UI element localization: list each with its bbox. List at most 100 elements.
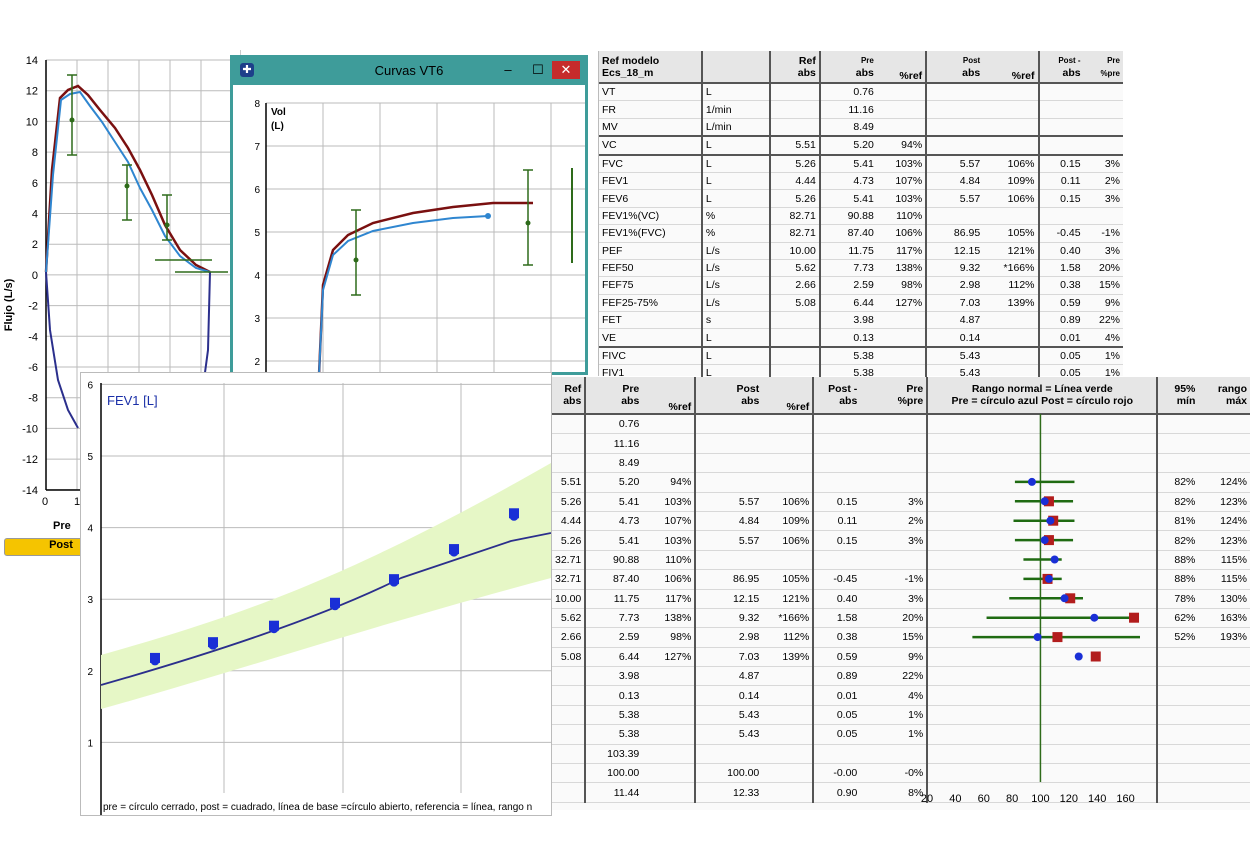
result-row[interactable]: 103.39 bbox=[552, 744, 1250, 765]
result-row[interactable]: 2.66 2.59 98% 2.98 112% 0.38 15% 52% 193% bbox=[552, 627, 1250, 648]
result-cell-max: 124% bbox=[1198, 511, 1250, 532]
parameter-cell-diff: 0.01 bbox=[1038, 328, 1084, 348]
parameter-cell-pre_pct: 117% bbox=[876, 242, 928, 260]
result-cell-diff: -0.00 bbox=[813, 763, 861, 784]
vt6-y-tick: 5 bbox=[254, 228, 260, 239]
parameter-row[interactable]: FVC L 5.26 5.41 103% 5.57 106% 0.15 3% bbox=[599, 154, 1123, 173]
parameter-cell-unit: % bbox=[701, 207, 771, 226]
b-pct-pre2-header: %pre bbox=[897, 395, 924, 407]
result-cell-post: 4.84 bbox=[695, 511, 763, 532]
parameter-cell-post: 7.03 bbox=[926, 294, 984, 313]
parameters-table-panel: Ref modelo Ecs_18_m Ref abs Pre abs %ref Po… bbox=[598, 51, 1123, 419]
result-cell-min: 88% bbox=[1157, 550, 1199, 571]
vt6-window: ✚ Curvas VT6 – ☐ ✕ 8 7 6 5 4 3 2 Vol (L) bbox=[230, 55, 588, 375]
result-row[interactable]: 100.00 100.00 -0.00 -0% bbox=[552, 763, 1250, 784]
result-cell-diff: 0.15 bbox=[813, 530, 861, 551]
result-row[interactable]: 8.49 bbox=[552, 453, 1250, 474]
parameter-cell-diff: 0.15 bbox=[1038, 154, 1084, 173]
parameter-cell-pct: 22% bbox=[1083, 311, 1123, 330]
result-row[interactable]: 4.44 4.73 107% 4.84 109% 0.11 2% 81% 124% bbox=[552, 511, 1250, 532]
vt6-title-bar[interactable]: ✚ Curvas VT6 – ☐ ✕ bbox=[230, 55, 588, 85]
result-cell-diff bbox=[813, 453, 861, 474]
parameter-row[interactable]: VE L 0.13 0.14 0.01 4% bbox=[599, 328, 1123, 348]
parameter-cell-post_pct bbox=[983, 100, 1040, 119]
result-row[interactable]: 5.51 5.20 94% 82% 124% bbox=[552, 472, 1250, 493]
result-cell-min: 81% bbox=[1157, 511, 1199, 532]
vt6-y-tick: 8 bbox=[254, 99, 260, 110]
parameter-cell-pct: 1% bbox=[1083, 346, 1123, 366]
parameter-row[interactable]: FIVC L 5.38 5.43 0.05 1% bbox=[599, 346, 1123, 366]
parameter-cell-ref: 10.00 bbox=[769, 242, 821, 260]
result-cell-max: 193% bbox=[1198, 627, 1250, 648]
parameter-cell-unit: L/s bbox=[701, 259, 771, 278]
parameter-cell-name: VE bbox=[599, 328, 703, 348]
parameter-row[interactable]: FEV1%(FVC)% 82.71 87.40 106% 86.95 105% -0.45-… bbox=[599, 224, 1123, 243]
parameter-cell-post: 0.14 bbox=[926, 328, 984, 348]
result-row[interactable]: 5.08 6.44 127% 7.03 139% 0.59 9% bbox=[552, 647, 1250, 668]
result-row[interactable]: 3.98 4.87 0.89 22% bbox=[552, 666, 1250, 687]
result-row[interactable]: 5.26 5.41 103% 5.57 106% 0.15 3% 82% 123% bbox=[552, 492, 1250, 512]
result-row[interactable]: 32.71 87.40 106% 86.95 105% -0.45 -1% 88% 115% bbox=[552, 569, 1250, 590]
result-row[interactable]: 5.38 5.43 0.05 1% bbox=[552, 724, 1250, 745]
fev1-trend-panel: 6 5 4 3 2 1 FEV1 [L] pre = círculo cerrado, p… bbox=[80, 372, 552, 816]
result-row[interactable]: 0.13 0.14 0.01 4% bbox=[552, 685, 1250, 706]
parameter-row[interactable]: FEV6 L 5.26 5.41 103% 5.57 106% 0.15 3% bbox=[599, 189, 1123, 208]
range-plot-cell bbox=[927, 453, 1159, 474]
minimize-button[interactable]: – bbox=[504, 62, 512, 77]
result-cell-pre_pct: 127% bbox=[642, 647, 697, 668]
parameter-row[interactable]: FEF50 L/s 5.62 7.73 138% 9.32 *166% 1.58 20% bbox=[599, 259, 1123, 278]
flow-volume-y-tick: -14 bbox=[22, 485, 38, 497]
legend-pre-label: Pre bbox=[53, 520, 71, 532]
result-row[interactable]: 10.00 11.75 117% 12.15 121% 0.40 3% 78% 130% bbox=[552, 589, 1250, 609]
parameter-cell-diff: 0.11 bbox=[1038, 172, 1084, 191]
flow-volume-y-tick: 12 bbox=[26, 86, 38, 98]
parameter-row[interactable]: FEV1 L 4.44 4.73 107% 4.84 109% 0.11 2% bbox=[599, 172, 1123, 191]
b-pre-abs-header: abs bbox=[621, 395, 640, 407]
flow-volume-y-tick: -6 bbox=[28, 362, 38, 374]
result-cell-max: 115% bbox=[1198, 569, 1250, 590]
parameter-cell-pre: 2.59 bbox=[819, 276, 877, 295]
result-cell-max: 124% bbox=[1198, 472, 1250, 493]
parameter-cell-pre_pct: 107% bbox=[876, 172, 928, 191]
maximize-button[interactable]: ☐ bbox=[532, 62, 544, 77]
parameter-row[interactable]: FEF25-75% L/s 5.08 6.44 127% 7.03 139% 0.59 9% bbox=[599, 294, 1123, 313]
pre-marker bbox=[1050, 555, 1059, 564]
result-cell-pre_pct: 117% bbox=[642, 589, 697, 609]
close-button[interactable]: ✕ bbox=[552, 61, 580, 79]
parameter-cell-unit: L/s bbox=[701, 242, 771, 260]
parameter-row[interactable]: FEF75 L/s 2.66 2.59 98% 2.98 112% 0.38 15% bbox=[599, 276, 1123, 295]
parameter-row[interactable]: MV L/min 8.49 bbox=[599, 118, 1123, 138]
parameter-row[interactable]: VC L 5.51 5.20 94% bbox=[599, 136, 1123, 156]
result-cell-pct: 4% bbox=[860, 685, 929, 706]
result-row[interactable]: 32.71 90.88 110% 88% 115% bbox=[552, 550, 1250, 571]
result-row[interactable]: 11.44 12.33 0.90 8% bbox=[552, 782, 1250, 803]
parameter-cell-name: PEF bbox=[599, 242, 703, 260]
parameter-row[interactable]: PEF L/s 10.00 11.75 117% 12.15 121% 0.40 3% bbox=[599, 242, 1123, 260]
parameter-row[interactable]: VT L 0.76 bbox=[599, 83, 1123, 102]
range-plot-cell bbox=[927, 433, 1159, 454]
result-row[interactable]: 5.26 5.41 103% 5.57 106% 0.15 3% 82% 123% bbox=[552, 530, 1250, 551]
parameter-cell-ref: 5.08 bbox=[769, 294, 821, 313]
parameter-row[interactable]: FEV1%(VC)% 82.71 90.88 110% bbox=[599, 207, 1123, 226]
parameter-cell-ref bbox=[769, 118, 821, 138]
result-cell-pct: -1% bbox=[860, 569, 929, 590]
parameter-cell-post_pct bbox=[983, 311, 1040, 330]
parameter-row[interactable]: FR 1/min 11.16 bbox=[599, 100, 1123, 119]
result-cell-ref: 5.26 bbox=[552, 492, 587, 512]
parameter-cell-ref bbox=[769, 83, 821, 102]
parameter-cell-unit: L bbox=[701, 172, 771, 191]
flow-volume-y-ticks: 14 12 10 8 6 4 2 0 -2 -4 -6 -8 -10 -12 -14 bbox=[22, 55, 38, 497]
result-row[interactable]: 5.62 7.73 138% 9.32 *166% 1.58 20% 62% 163% bbox=[552, 608, 1250, 629]
result-cell-diff: 0.05 bbox=[813, 724, 861, 745]
result-row[interactable]: 5.38 5.43 0.05 1% bbox=[552, 705, 1250, 726]
parameter-cell-diff bbox=[1038, 100, 1084, 119]
parameter-row[interactable]: FET s 3.98 4.87 0.89 22% bbox=[599, 311, 1123, 330]
result-cell-max bbox=[1198, 744, 1250, 765]
parameter-cell-unit: L/s bbox=[701, 294, 771, 313]
result-cell-post_pct bbox=[762, 782, 815, 803]
result-row[interactable]: 11.16 bbox=[552, 433, 1250, 454]
parameter-cell-post: 12.15 bbox=[926, 242, 984, 260]
parameter-cell-name: FEV6 bbox=[599, 189, 703, 208]
result-row[interactable]: 0.76 bbox=[552, 414, 1250, 435]
parameter-cell-post_pct bbox=[983, 118, 1040, 138]
